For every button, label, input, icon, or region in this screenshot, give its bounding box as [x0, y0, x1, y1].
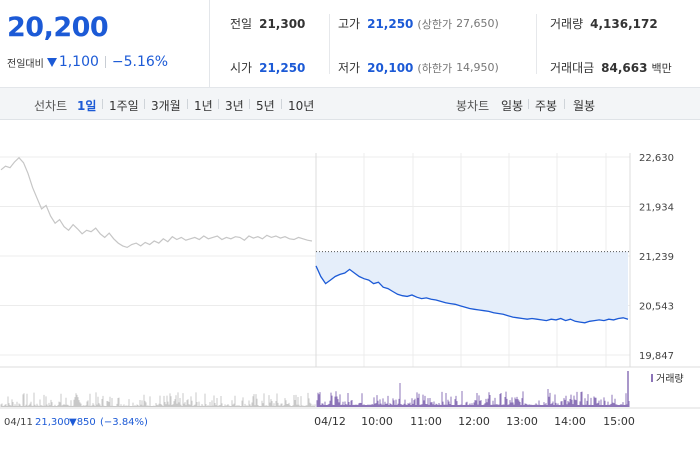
stat-value: 4,136,172 [590, 16, 658, 31]
stat-amount: 거래대금 84,663 백만 [550, 59, 672, 76]
today-price-line [315, 265, 629, 324]
change-label: 전일대비 [7, 58, 44, 70]
period-10y-button[interactable]: 10년 [288, 99, 315, 113]
x-tick-label: 14:00 [554, 415, 586, 428]
divider [329, 14, 330, 74]
x-tick-label: 11:00 [410, 415, 442, 428]
price-chart: 22,630 21,934 21,239 20,543 19,847 04/12 10:0… [0, 121, 700, 450]
stat-value: 84,663 [601, 60, 648, 75]
x-tick-label: 10:00 [361, 415, 393, 428]
y-axis: 22,630 21,934 21,239 20,543 19,847 [639, 153, 674, 362]
stat-label: 전일 [230, 17, 253, 31]
divider [281, 99, 282, 109]
period-5y-button[interactable]: 5년 [256, 99, 275, 113]
down-arrow-icon [46, 57, 57, 67]
divider [249, 99, 250, 109]
footer-close: 21,300 [35, 417, 70, 428]
x-tick-label: 13:00 [506, 415, 538, 428]
volume-bars [0, 371, 700, 409]
stat-value: 21,250 [259, 60, 306, 75]
period-1y-button[interactable]: 1년 [194, 99, 213, 113]
period-1w-button[interactable]: 1주일 [109, 99, 139, 113]
x-tick-label: 12:00 [458, 415, 490, 428]
stat-label: 시가 [230, 61, 253, 75]
price-summary: 20,200 전일대비 1,100 −5.16% [0, 0, 210, 88]
stat-label: 거래량 [550, 17, 584, 31]
stat-label: 거래대금 [550, 61, 595, 75]
upper-limit-value: 27,650) [456, 17, 499, 30]
change-row: 전일대비 1,100 −5.16% [7, 54, 168, 70]
divider [536, 14, 537, 74]
change-percent: −5.16% [111, 54, 169, 70]
divider [564, 99, 565, 109]
lower-limit-value: 14,950) [456, 61, 499, 74]
daily-candle-button[interactable]: 일봉 [501, 99, 524, 113]
stat-open: 시가 21,250 [230, 59, 305, 76]
chart-area [316, 251, 628, 323]
upper-limit-label: (상한가 [417, 17, 453, 31]
period-3m-button[interactable]: 3개월 [151, 99, 181, 113]
weekly-candle-button[interactable]: 주봉 [535, 99, 558, 113]
chart-footer: 04/11 21,300 ▼850 (−3.84%) 거래량 [4, 373, 684, 428]
prev-day-price-line [0, 156, 313, 249]
stat-value: 21,250 [367, 16, 414, 31]
stat-prev-close: 전일 21,300 [230, 15, 305, 32]
stat-low: 저가 20,100 (하한가 14,950) [338, 59, 499, 76]
below-prev-close-area [316, 251, 628, 323]
divider [218, 99, 219, 109]
divider [528, 99, 529, 109]
divider [187, 99, 188, 109]
divider [144, 99, 145, 109]
y-tick-label: 20,543 [639, 301, 674, 312]
chart-lines [0, 156, 630, 324]
x-tick-label: 04/12 [314, 415, 346, 428]
stat-volume: 거래량 4,136,172 [550, 15, 658, 32]
divider [102, 99, 103, 109]
y-tick-label: 19,847 [639, 351, 674, 362]
chart-svg: 22,630 21,934 21,239 20,543 19,847 04/12 10:0… [0, 153, 700, 428]
volume-legend-swatch [651, 374, 653, 382]
candle-chart-label: 봉차트 [456, 99, 490, 113]
stat-value: 21,300 [259, 16, 306, 31]
amount-unit: 백만 [651, 61, 672, 75]
stat-label: 저가 [338, 61, 361, 75]
x-tick-label: 15:00 [603, 415, 635, 428]
divider [104, 56, 106, 68]
stat-high: 고가 21,250 (상한가 27,650) [338, 15, 499, 32]
stat-value: 20,100 [367, 60, 414, 75]
y-tick-label: 22,630 [639, 153, 674, 164]
x-axis: 04/12 10:00 11:00 12:00 13:00 14:00 15:00 [314, 415, 635, 428]
footer-date: 04/11 [4, 417, 33, 428]
y-tick-label: 21,934 [639, 203, 674, 214]
volume-legend: 거래량 [656, 373, 684, 385]
period-3y-button[interactable]: 3년 [225, 99, 244, 113]
chart-toolbar: 선차트 1일 1주일 3개월 1년 3년 5년 10년 봉차트 일봉 주봉 월봉 [0, 88, 700, 120]
monthly-candle-button[interactable]: 월봉 [573, 99, 596, 113]
footer-change-percent: (−3.84%) [100, 417, 148, 428]
stat-label: 고가 [338, 17, 361, 31]
line-chart-label: 선차트 [34, 99, 68, 113]
stats-panel: 전일 21,300 고가 21,250 (상한가 27,650) 거래량 4,1… [210, 0, 700, 88]
footer-change: ▼850 [69, 417, 96, 428]
y-tick-label: 21,239 [639, 252, 674, 263]
change-value: 1,100 [58, 54, 99, 70]
lower-limit-label: (하한가 [417, 61, 453, 75]
current-price: 20,200 [7, 12, 109, 43]
period-1d-button[interactable]: 1일 [77, 99, 97, 113]
